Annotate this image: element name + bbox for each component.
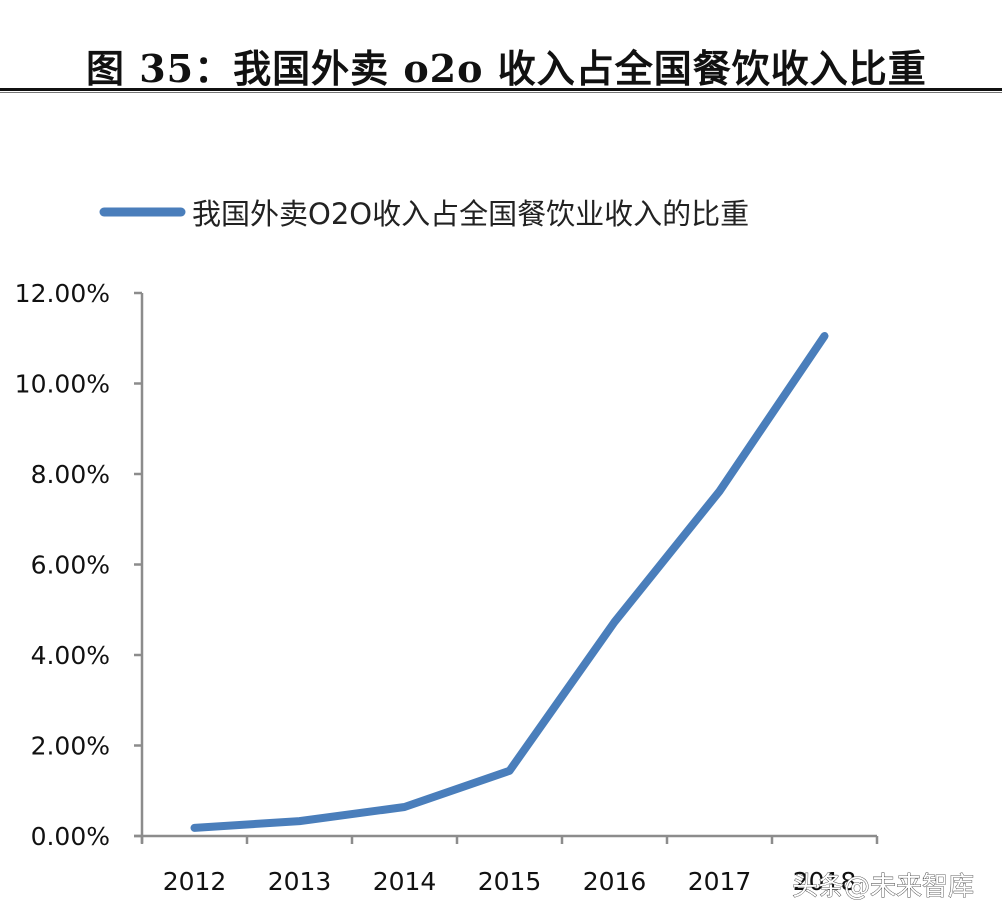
y-tick-label: 0.00% bbox=[31, 822, 110, 851]
series-line bbox=[190, 332, 829, 832]
x-tick-label: 2013 bbox=[268, 867, 332, 896]
x-tick-label: 2017 bbox=[688, 867, 752, 896]
legend: 我国外卖O2O收入占全国餐饮业收入的比重 bbox=[99, 197, 749, 231]
y-tick-label: 2.00% bbox=[31, 732, 110, 761]
y-tick-label: 6.00% bbox=[31, 551, 110, 580]
data-series bbox=[190, 332, 829, 832]
x-tick-label: 2018 bbox=[793, 867, 857, 896]
x-tick-label: 2015 bbox=[478, 867, 542, 896]
figure-title: 图 35：我国外卖 o2o 收入占全国餐饮收入比重 bbox=[86, 46, 927, 91]
title-divider bbox=[0, 88, 1002, 91]
y-tick-label: 12.00% bbox=[15, 279, 110, 308]
x-tick-label: 2014 bbox=[373, 867, 437, 896]
x-tick-label: 2012 bbox=[163, 867, 227, 896]
y-tick-label: 10.00% bbox=[15, 370, 110, 399]
x-tick-label: 2016 bbox=[583, 867, 647, 896]
axes: 0.00% 2.00% 4.00% 6.00% 8.00% 10.00% 12.00% 201… bbox=[15, 279, 879, 896]
y-tick-label: 8.00% bbox=[31, 460, 110, 489]
watermark: 头条@未来智库 bbox=[792, 872, 974, 902]
y-tick-label: 4.00% bbox=[31, 641, 110, 670]
title-divider-shadow bbox=[0, 92, 1002, 93]
legend-label: 我国外卖O2O收入占全国餐饮业收入的比重 bbox=[192, 197, 749, 231]
